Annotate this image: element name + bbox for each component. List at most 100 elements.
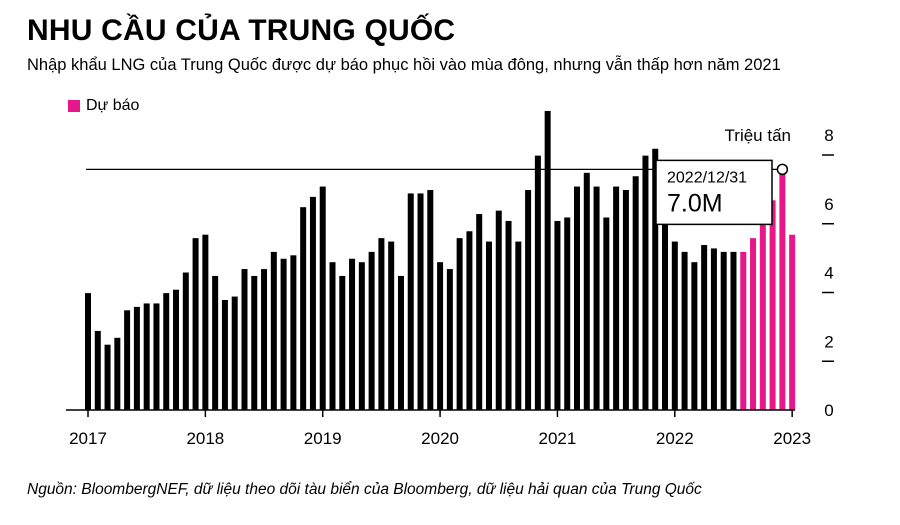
- legend-swatch-forecast: [68, 100, 80, 112]
- bar-actual: [466, 231, 473, 410]
- bar-actual: [261, 269, 268, 410]
- tooltip-marker: [776, 163, 789, 176]
- bar-actual: [642, 155, 649, 411]
- bar-actual: [593, 186, 600, 410]
- bar-actual: [417, 193, 424, 410]
- bar-actual: [505, 220, 512, 410]
- y-tick-label: 0: [824, 401, 833, 420]
- bar-actual: [554, 220, 561, 410]
- bar-actual: [85, 293, 91, 411]
- bar-actual: [446, 269, 453, 410]
- source-note: Nguồn: BloombergNEF, dữ liệu theo dõi tà…: [27, 481, 702, 498]
- x-axis: 2017 2018 2019 2020 2021 2022 2023: [66, 409, 811, 448]
- bar-actual: [515, 241, 522, 410]
- bar-actual: [691, 262, 698, 410]
- legend: Dự báo: [68, 97, 139, 115]
- bar-actual: [280, 258, 287, 410]
- bar-actual: [613, 186, 620, 410]
- x-tick-label: 2022: [656, 429, 694, 448]
- y-tick-label: 6: [824, 195, 833, 214]
- bar-actual: [388, 241, 395, 410]
- bar-actual: [163, 293, 170, 411]
- bar-actual: [476, 214, 483, 410]
- bar-actual: [300, 207, 307, 410]
- bar-actual: [124, 310, 131, 410]
- x-tick-label: 2018: [186, 429, 224, 448]
- bar-actual: [397, 275, 404, 410]
- y-tick-label: 4: [824, 264, 833, 283]
- bar-actual: [358, 262, 365, 410]
- tooltip-date: 2022/12/31: [667, 169, 747, 186]
- bar-actual: [407, 193, 414, 410]
- x-tick-label: 2020: [421, 429, 459, 448]
- bar-actual: [710, 248, 717, 410]
- x-tick-label: 2021: [539, 429, 577, 448]
- bar-actual: [212, 275, 219, 410]
- bar-actual: [603, 217, 610, 410]
- bar-actual: [671, 241, 678, 410]
- bar-actual: [192, 238, 199, 411]
- bar-actual: [133, 306, 140, 411]
- bar-actual: [182, 272, 189, 410]
- bar-actual: [534, 155, 541, 411]
- bar-actual: [652, 148, 659, 410]
- bar-actual: [622, 190, 629, 410]
- bar-actual: [339, 275, 346, 410]
- bar-actual: [173, 289, 180, 410]
- bar-actual: [583, 172, 590, 410]
- bar-actual: [485, 241, 492, 410]
- bar-forecast: [759, 220, 766, 410]
- bar-forecast: [750, 238, 757, 411]
- bar-actual: [143, 303, 150, 410]
- bar-actual: [564, 217, 571, 410]
- bar-actual: [427, 190, 434, 410]
- x-tick-label: 2019: [304, 429, 342, 448]
- bar-actual: [730, 251, 737, 411]
- bar-actual: [309, 196, 316, 411]
- bar-actual: [153, 303, 160, 410]
- bar-actual: [456, 238, 463, 411]
- bar-actual: [114, 337, 121, 410]
- chart-title: NHU CẦU CỦA TRUNG QUỐC: [27, 14, 456, 47]
- y-tick-label: 8: [824, 126, 833, 145]
- bars-group: [85, 110, 796, 411]
- bar-actual: [231, 296, 238, 410]
- bar-actual: [349, 258, 356, 410]
- chart-subtitle: Nhập khẩu LNG của Trung Quốc được dự báo…: [27, 56, 781, 74]
- x-tick-label: 2017: [69, 429, 107, 448]
- bar-actual: [319, 186, 326, 410]
- bar-actual: [251, 275, 258, 410]
- tooltip-value: 7.0M: [667, 189, 723, 217]
- bar-forecast: [740, 251, 747, 411]
- tooltip-box: [655, 159, 773, 226]
- bar-actual: [662, 217, 669, 410]
- x-tick-label: 2023: [773, 429, 811, 448]
- bar-actual: [202, 234, 209, 410]
- bar-actual: [632, 176, 639, 410]
- bar-actual: [241, 269, 248, 410]
- bar-forecast: [789, 234, 796, 410]
- bar-actual: [525, 190, 532, 410]
- y-tick-label: 2: [824, 332, 833, 351]
- y-axis: Triệu tấn 0 2 4 6 8: [725, 126, 834, 420]
- bar-actual: [94, 330, 101, 410]
- bar-actual: [701, 245, 708, 410]
- tooltip: 2022/12/31 7.0M: [86, 159, 789, 226]
- bar-actual: [329, 262, 336, 410]
- y-axis-unit-label: Triệu tấn: [725, 126, 791, 145]
- bar-actual: [495, 210, 502, 411]
- bar-actual: [368, 251, 375, 411]
- bar-actual: [544, 110, 551, 410]
- bar-actual: [574, 186, 580, 410]
- bar-actual: [290, 255, 297, 410]
- bar-forecast: [769, 200, 776, 410]
- bar-actual: [104, 344, 111, 410]
- bar-forecast: [779, 169, 786, 411]
- bar-actual: [378, 238, 385, 411]
- bar-actual: [221, 300, 228, 410]
- bar-actual: [681, 251, 688, 411]
- legend-label-forecast: Dự báo: [86, 97, 140, 114]
- bar-actual: [720, 251, 727, 411]
- bar-actual: [437, 262, 444, 410]
